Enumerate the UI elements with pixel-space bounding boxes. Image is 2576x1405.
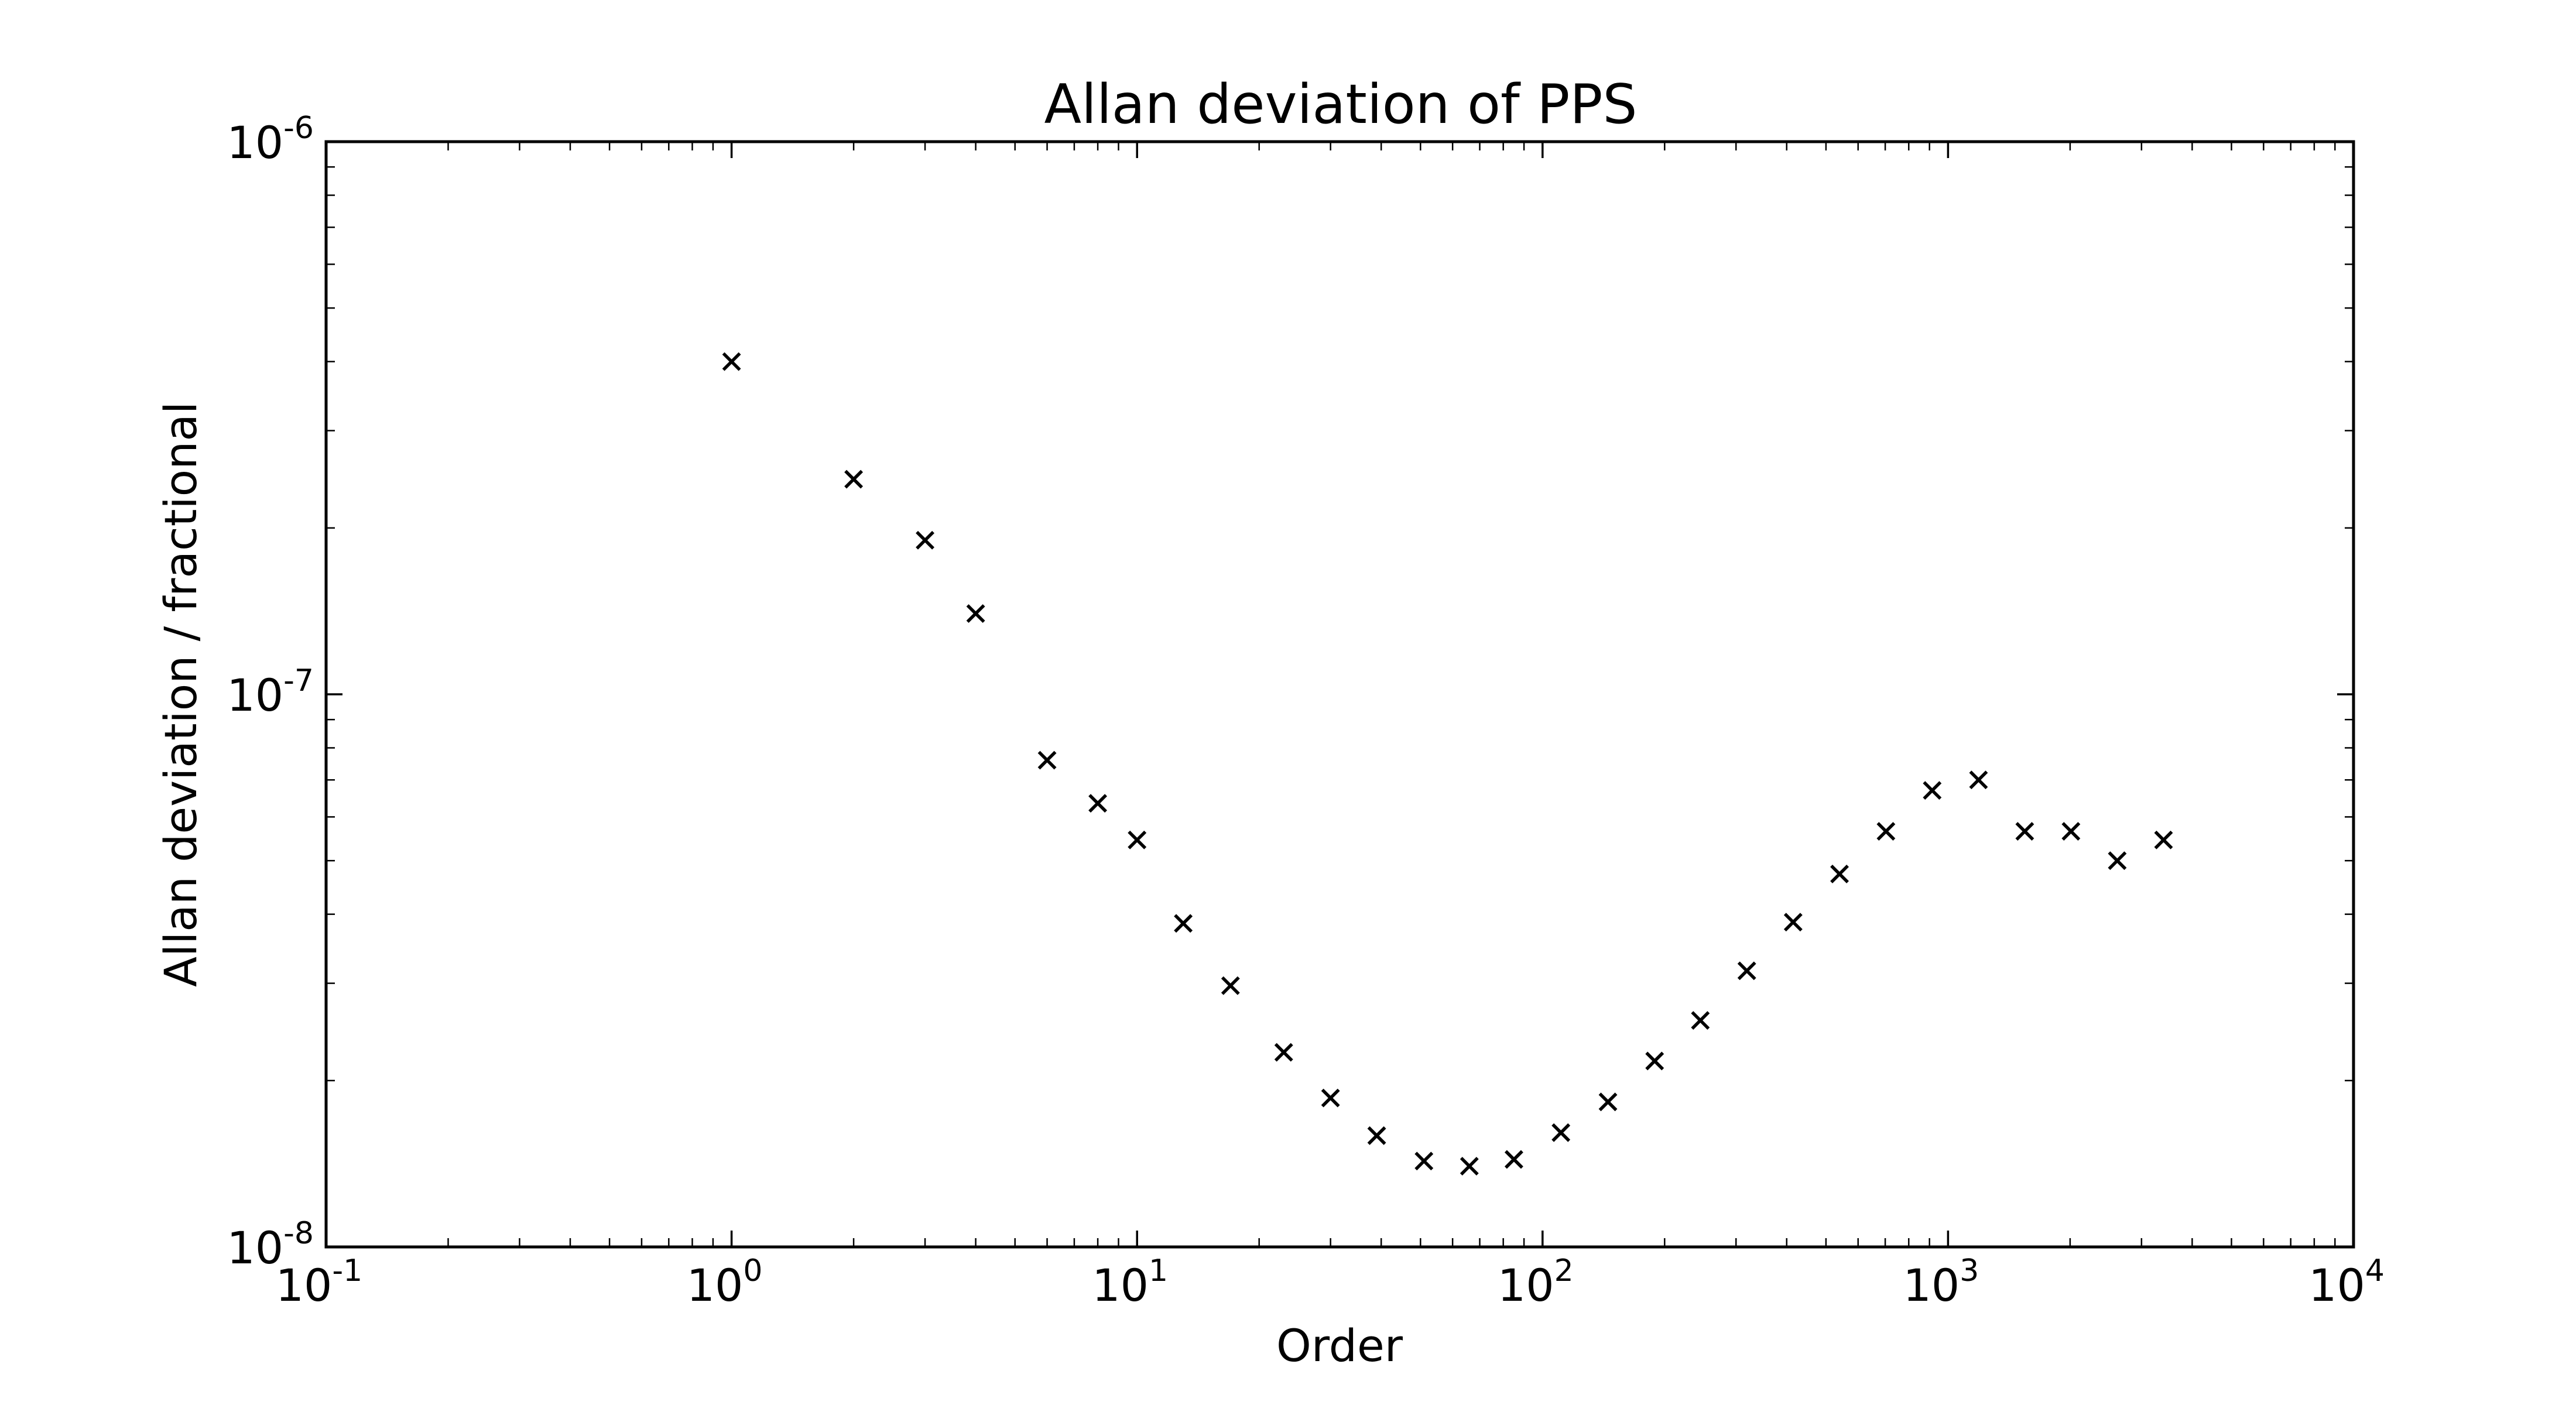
x-axis-label: Order (1276, 1320, 1403, 1372)
y-tick-exponent: -6 (283, 111, 314, 146)
data-point (1876, 822, 1896, 841)
x-tick-label: 102 (1498, 1253, 1574, 1311)
data-point (1737, 961, 1756, 981)
x-tick-base: 10 (276, 1259, 333, 1311)
data-point (1598, 1092, 1618, 1112)
x-tick-base: 10 (1092, 1259, 1149, 1311)
y-tick-labels: 10-810-710-6 (227, 111, 314, 1274)
x-tick-label: 103 (1903, 1253, 1979, 1311)
data-point (1969, 770, 1988, 790)
y-tick-base: 10 (227, 669, 283, 721)
plot-area-frame (324, 140, 2355, 1249)
x-tick-labels: 10-1 100 101 102 103 104 (276, 1253, 2385, 1311)
data-point (2154, 830, 2173, 849)
x-tick-label: 104 (2308, 1253, 2385, 1311)
x-tick-exponent: 1 (1149, 1253, 1168, 1289)
x-tick-exponent: 2 (1554, 1253, 1574, 1289)
data-point (1783, 913, 1803, 932)
data-point (1551, 1123, 1571, 1142)
y-tick-exponent: -8 (283, 1216, 314, 1251)
data-point (1321, 1088, 1340, 1108)
x-tick-base: 10 (687, 1259, 744, 1311)
x-tick-label: 100 (687, 1253, 763, 1311)
minor-ticks (326, 142, 2354, 1247)
x-tick-label: 101 (1092, 1253, 1168, 1311)
chart-title: Allan deviation of PPS (1044, 73, 1637, 136)
data-point (2061, 822, 2081, 841)
data-point (2015, 822, 2034, 841)
x-tick-exponent: 4 (2365, 1253, 2385, 1289)
y-tick-base: 10 (227, 116, 283, 169)
x-tick-exponent: -1 (332, 1253, 362, 1289)
y-tick-exponent: -7 (283, 663, 314, 698)
data-point (1174, 914, 1193, 933)
data-point (1414, 1152, 1434, 1171)
data-point (1460, 1157, 1479, 1176)
x-tick-base: 10 (2308, 1259, 2365, 1311)
y-tick-label: 10-6 (227, 111, 314, 169)
data-point (1691, 1011, 1710, 1030)
data-point (916, 530, 934, 550)
data-point (1504, 1150, 1523, 1169)
y-tick-label: 10-8 (227, 1216, 314, 1274)
data-point (1923, 781, 1942, 800)
data-point (1645, 1051, 1664, 1071)
data-point (966, 604, 985, 623)
major-ticks (325, 140, 2355, 1248)
y-axis-label: Allan deviation / fractional (155, 402, 207, 987)
x-tick-base: 10 (1498, 1259, 1554, 1311)
y-tick-base: 10 (227, 1222, 283, 1274)
data-point (1088, 794, 1108, 813)
x-tick-exponent: 3 (1960, 1253, 1979, 1289)
data-point (1367, 1126, 1386, 1145)
data-point (1274, 1043, 1293, 1062)
x-tick-exponent: 0 (743, 1253, 762, 1289)
data-point (1128, 830, 1147, 849)
data-point (2108, 851, 2127, 871)
data-point (1221, 976, 1240, 995)
y-tick-label: 10-7 (227, 663, 314, 721)
data-point (722, 352, 741, 371)
x-tick-base: 10 (1903, 1259, 1960, 1311)
x-tick-label: 10-1 (276, 1253, 363, 1311)
data-points (722, 352, 2173, 1176)
data-point (844, 470, 864, 489)
data-point (1830, 864, 1849, 883)
data-point (1037, 751, 1057, 770)
